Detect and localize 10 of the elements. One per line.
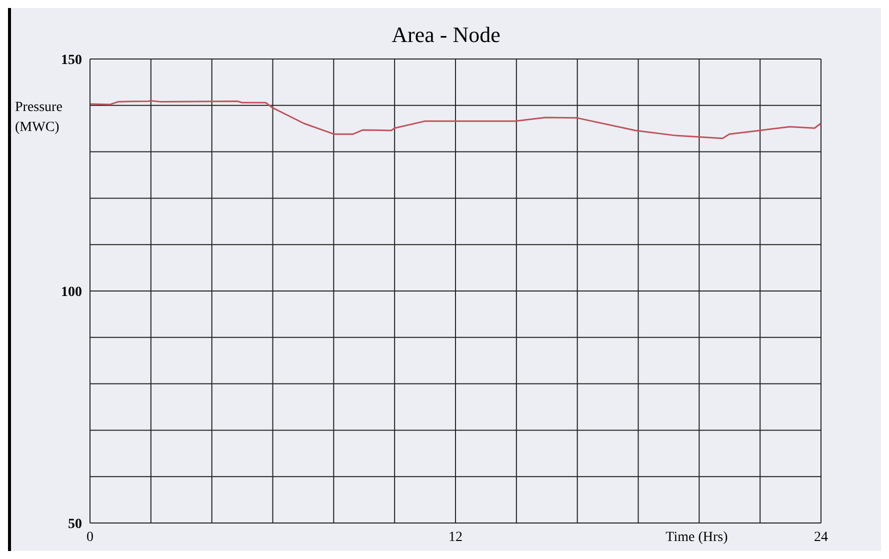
y-axis-title: Pressure (MWC) (15, 100, 62, 135)
chart-title: Area - Node (390, 22, 502, 48)
y-tick-label: 150 (61, 52, 82, 68)
x-tick-label: 12 (448, 530, 462, 545)
x-tick-label: 0 (86, 530, 94, 545)
y-tick-label: 50 (68, 516, 82, 532)
line-series (90, 100, 821, 140)
y-tick-label: 100 (61, 284, 82, 300)
x-tick-label: 24 (814, 530, 828, 545)
x-axis-title: Time (Hrs) (666, 530, 728, 545)
